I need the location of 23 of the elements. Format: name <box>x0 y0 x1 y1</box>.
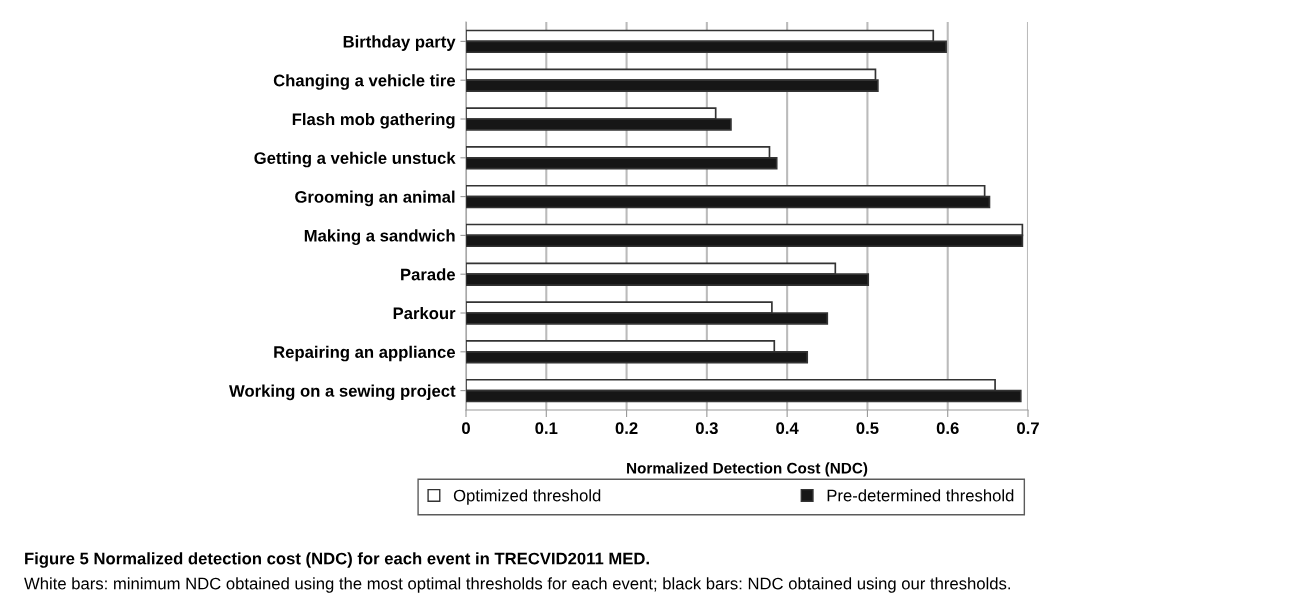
y-tick-label: Repairing an appliance <box>274 345 456 362</box>
y-tick-label: Parkour <box>393 306 456 320</box>
x-tick-label: 0.1 <box>535 422 558 435</box>
x-tick-label: 0.5 <box>856 422 879 435</box>
legend-label: Optimized threshold <box>453 489 601 505</box>
x-tick-label: 0 <box>462 422 470 435</box>
x-tick-label: 0.6 <box>936 422 959 435</box>
x-tick-label: 0.2 <box>615 422 638 435</box>
y-tick-label: Working on a sewing project <box>229 384 456 401</box>
y-tick-label: Changing a vehicle tire <box>273 74 456 90</box>
y-tick-label: Flash mob gathering <box>292 112 455 129</box>
y-tick-label: Birthday party <box>343 35 456 51</box>
x-axis-title: Normalized Detection Cost (NDC) <box>627 462 868 477</box>
x-tick-label: 0.7 <box>1017 422 1039 435</box>
y-tick-label: Getting a vehicle unstuck <box>254 151 456 168</box>
legend-label: Pre-determined threshold <box>827 489 1014 502</box>
y-tick-label: Grooming an animal <box>295 190 455 207</box>
y-tick-label: Parade <box>401 268 456 281</box>
text: White bars: minimum NDC obtained using the most optimal thresholds for each event; black bars: NDC obtained using our thresholds. <box>24 577 1010 593</box>
text: Figure 5 Normalized detection cost (NDC) for each event in TRECVID2011 MED. <box>25 552 649 568</box>
y-tick-label: Making a sandwich <box>304 229 455 245</box>
x-tick-label: 0.3 <box>695 422 718 435</box>
x-tick-label: 0.4 <box>776 422 799 435</box>
